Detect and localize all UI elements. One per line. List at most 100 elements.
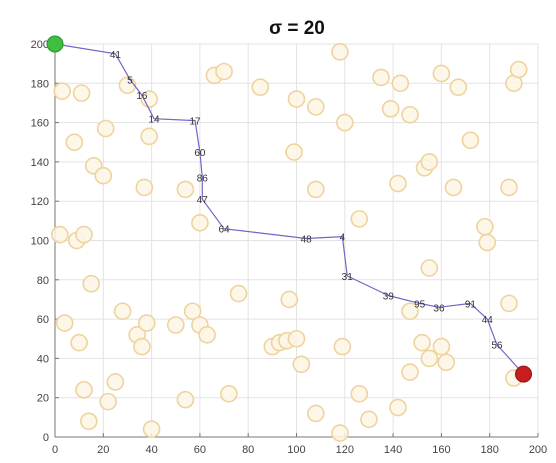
- node-point: [51, 225, 69, 244]
- path-layer: [54, 43, 524, 375]
- node-point: [99, 392, 117, 411]
- y-tick-label: 0: [43, 432, 49, 444]
- node-point: [476, 217, 494, 236]
- path-line: [54, 43, 524, 375]
- x-tick-label: 100: [287, 444, 305, 456]
- x-tick-label: 40: [145, 444, 157, 456]
- path-node-label: 64: [218, 225, 230, 236]
- node-point: [191, 214, 209, 232]
- node-point: [166, 316, 185, 334]
- node-point: [391, 74, 410, 93]
- node-point: [389, 398, 407, 417]
- y-tick-label: 120: [31, 196, 49, 208]
- path-node-label: 60: [194, 148, 206, 159]
- node-point: [307, 404, 325, 423]
- node-point: [372, 68, 390, 87]
- node-point: [251, 78, 270, 97]
- x-tick-label: 20: [97, 444, 109, 456]
- node-point: [113, 302, 132, 321]
- node-point: [381, 100, 400, 118]
- node-point: [420, 349, 439, 368]
- path-node-label: 47: [197, 195, 209, 206]
- node-point: [215, 62, 233, 81]
- path-node-label: 56: [491, 341, 503, 352]
- node-point: [401, 302, 419, 321]
- node-point: [183, 302, 202, 321]
- path-node-label: 31: [342, 272, 354, 283]
- x-tick-label: 160: [432, 444, 450, 456]
- node-point: [55, 314, 74, 332]
- node-point: [432, 64, 451, 83]
- node-point: [437, 353, 456, 372]
- node-point: [75, 381, 93, 399]
- path-node-label: 39: [383, 292, 395, 303]
- node-point: [82, 274, 101, 293]
- end-point: [515, 365, 533, 383]
- node-point: [140, 90, 158, 108]
- y-tick-label: 40: [37, 353, 49, 365]
- node-point: [331, 43, 349, 61]
- node-point: [401, 105, 419, 124]
- path-node-label: 14: [148, 115, 160, 126]
- node-point: [307, 180, 325, 199]
- chart-title: σ = 20: [269, 18, 325, 39]
- node-point: [478, 233, 497, 252]
- node-point: [94, 166, 113, 185]
- node-point: [401, 363, 419, 381]
- x-tick-label: 140: [384, 444, 402, 456]
- node-point: [75, 225, 93, 244]
- start-point: [46, 35, 64, 53]
- y-tick-label: 100: [31, 236, 49, 248]
- path-node-label: 5: [127, 75, 133, 86]
- node-point: [96, 119, 115, 138]
- y-tick-label: 180: [31, 78, 49, 90]
- x-tick-label: 200: [529, 444, 547, 456]
- path-node-label: 44: [482, 315, 494, 326]
- path-node-label: 36: [433, 303, 445, 314]
- node-point: [229, 284, 248, 303]
- node-point: [350, 210, 369, 228]
- nodes-layer: [51, 43, 528, 442]
- node-point: [360, 410, 378, 429]
- node-point: [432, 337, 451, 356]
- node-point: [287, 329, 306, 348]
- node-point: [280, 290, 299, 309]
- path-node-label: 48: [301, 235, 313, 246]
- path-node-label: 16: [136, 91, 148, 102]
- path-node-label: 41: [110, 50, 122, 61]
- node-point: [389, 174, 407, 193]
- node-point: [509, 60, 528, 79]
- node-point: [140, 127, 158, 146]
- y-tick-label: 20: [37, 393, 49, 405]
- node-point: [106, 373, 125, 391]
- node-point: [137, 314, 156, 332]
- node-point: [444, 178, 463, 197]
- path-node-label: 4: [340, 233, 346, 244]
- x-tick-label: 180: [481, 444, 499, 456]
- node-point: [500, 178, 518, 197]
- y-tick-label: 140: [31, 157, 49, 169]
- node-point: [500, 294, 518, 313]
- node-point: [135, 178, 154, 197]
- node-point: [420, 153, 439, 171]
- node-point: [142, 420, 161, 438]
- node-point: [285, 143, 303, 161]
- node-point: [176, 390, 195, 409]
- node-point: [53, 82, 72, 100]
- path-node-label: 17: [190, 117, 202, 128]
- node-point: [335, 113, 354, 132]
- node-point: [65, 133, 84, 152]
- x-tick-label: 120: [336, 444, 354, 456]
- node-point: [331, 424, 349, 442]
- node-point: [449, 78, 468, 97]
- node-point: [350, 384, 369, 403]
- labels-layer: 41 516 14 17 60 86 47 64 48 4 31 39 95 36 91 44 56: [110, 50, 503, 352]
- node-point: [292, 355, 311, 374]
- path-node-label: 86: [197, 174, 209, 185]
- y-tick-label: 160: [31, 118, 49, 130]
- node-point: [198, 326, 216, 344]
- x-tick-label: 60: [194, 444, 206, 456]
- axes-layer: 0 20 40 60 80 100 120 140 160 180 200 0 20 40 60 80 100 1…: [31, 39, 548, 456]
